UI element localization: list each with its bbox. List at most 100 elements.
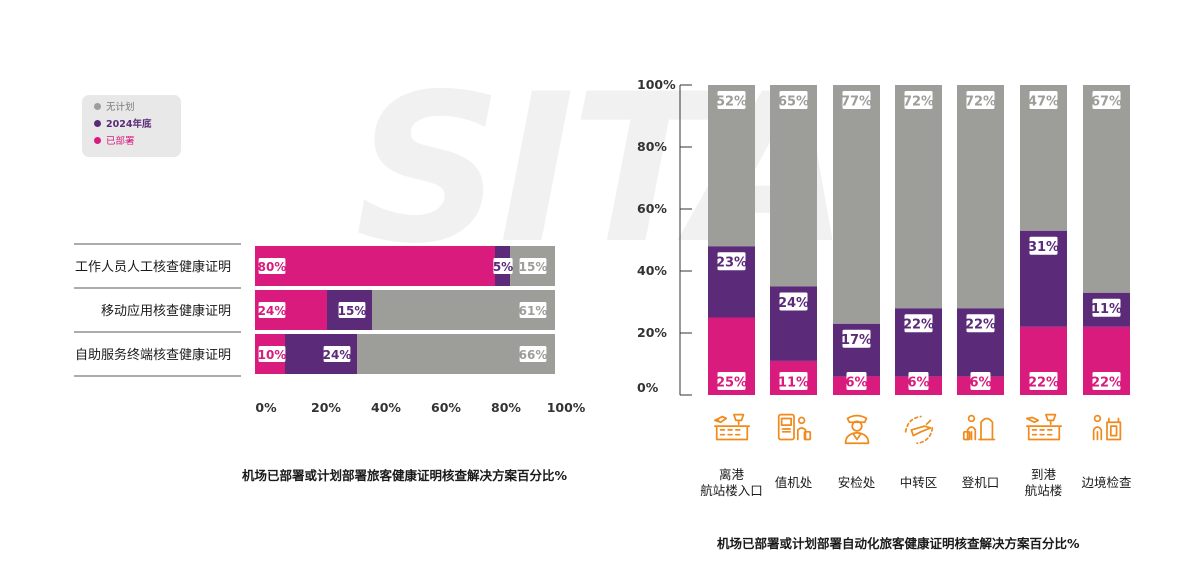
- boarding-gate-icon: [960, 408, 1002, 452]
- right-bar-none: [770, 85, 817, 287]
- left-data-label-none: 15%: [519, 260, 548, 274]
- right-bar-none: [895, 85, 942, 309]
- right-data-label-none-box: [966, 91, 995, 109]
- right-data-label-deployed-box: [908, 372, 929, 390]
- left-data-label-deployed: 80%: [258, 260, 287, 274]
- legend-item-none: 无计划: [94, 99, 135, 113]
- right-data-label-none-box: [842, 91, 871, 109]
- left-data-label-deployed: 24%: [258, 304, 287, 318]
- right-data-label-deployed-box: [779, 372, 808, 390]
- transfer-plane-icon: [898, 408, 940, 452]
- right-chart-caption: 机场已部署或计划部署自动化旅客健康证明核查解决方案百分比%: [717, 536, 1080, 551]
- right-data-label-deployed-box: [1029, 372, 1058, 390]
- left-data-label-planned: 5%: [493, 260, 513, 274]
- right-data-label-none-box: [779, 91, 808, 109]
- right-data-label-deployed: 22%: [1028, 376, 1059, 391]
- sita-watermark: SITA: [355, 51, 849, 289]
- right-data-label-none: 52%: [716, 95, 747, 110]
- right-data-label-none: 77%: [841, 95, 872, 110]
- right-bar-none: [1083, 85, 1130, 293]
- right-category-label: 安检处: [837, 475, 876, 490]
- left-data-label-deployed-box: [258, 258, 286, 274]
- left-x-tick-label: 20%: [311, 400, 341, 415]
- left-bar-deployed: [255, 246, 495, 286]
- legend-dot-planned: [94, 119, 101, 127]
- legend-dot-none: [94, 102, 101, 110]
- right-data-label-deployed: 6%: [845, 376, 867, 391]
- terminal-departure-icon: [711, 408, 753, 452]
- right-data-label-planned-box: [779, 292, 808, 311]
- right-category-label: 中转区: [899, 475, 938, 490]
- right-data-label-none: 47%: [1028, 95, 1059, 110]
- left-data-label-deployed: 10%: [258, 348, 287, 362]
- right-data-label-deployed: 22%: [1091, 376, 1122, 391]
- right-data-label-planned: 24%: [778, 296, 809, 311]
- left-category-label: 工作人员人工核查健康证明: [75, 259, 231, 275]
- right-data-label-none-box: [904, 91, 933, 109]
- right-y-tick-label: 20%: [637, 325, 667, 340]
- right-category-label: 离港 航站楼入口: [700, 467, 763, 498]
- right-data-label-deployed: 25%: [716, 376, 747, 391]
- left-data-label-none-box: [519, 346, 547, 362]
- security-officer-icon: [836, 408, 878, 452]
- left-data-label-deployed-box: [258, 346, 286, 362]
- right-bar-none: [833, 85, 880, 324]
- left-category-label: 移动应用核查健康证明: [101, 303, 231, 319]
- right-y-tick-label: 80%: [637, 139, 667, 154]
- right-data-label-deployed-box: [970, 372, 991, 390]
- right-data-label-none-box: [1029, 91, 1058, 109]
- right-bar-none: [708, 85, 755, 247]
- legend-item-deployed: 已部署: [94, 133, 135, 147]
- left-data-label-planned-box: [493, 258, 513, 274]
- right-data-label-planned: 31%: [1028, 240, 1059, 255]
- right-category-label: 登机口: [961, 475, 1000, 490]
- right-data-label-planned: 22%: [903, 318, 934, 333]
- right-category-label: 边境检查: [1081, 475, 1132, 490]
- terminal-arrival-icon: [1023, 408, 1065, 452]
- right-data-label-none: 72%: [903, 95, 934, 110]
- left-data-label-planned: 15%: [338, 304, 367, 318]
- right-data-label-deployed-box: [1092, 372, 1121, 390]
- right-data-label-deployed-box: [846, 372, 867, 390]
- legend-item-planned: 2024年底: [94, 116, 151, 130]
- left-x-tick-label: 40%: [371, 400, 401, 415]
- legend-label-none: 无计划: [106, 102, 135, 113]
- right-data-label-planned-box: [1092, 298, 1121, 317]
- left-chart-caption: 机场已部署或计划部署旅客健康证明核查解决方案百分比%: [242, 468, 568, 483]
- left-x-tick-label: 60%: [431, 400, 461, 415]
- right-data-label-deployed: 6%: [969, 376, 991, 391]
- left-x-tick-label: 100%: [547, 400, 586, 415]
- left-data-label-none-box: [519, 258, 547, 274]
- right-category-label: 值机处: [774, 475, 813, 490]
- right-data-label-planned-box: [717, 252, 746, 271]
- right-data-label-none-box: [717, 91, 746, 109]
- right-y-tick-label: 60%: [637, 201, 667, 216]
- right-data-label-deployed-box: [717, 372, 746, 390]
- right-data-label-planned: 23%: [716, 256, 747, 271]
- left-data-label-planned: 24%: [323, 348, 352, 362]
- border-control-icon: [1086, 408, 1128, 452]
- left-category-label: 自助服务终端核查健康证明: [75, 347, 231, 363]
- left-data-label-planned-box: [323, 346, 351, 362]
- legend-dot-deployed: [94, 136, 101, 144]
- left-data-label-deployed-box: [258, 302, 286, 318]
- right-data-label-planned-box: [966, 314, 995, 333]
- right-data-label-planned: 22%: [965, 318, 996, 333]
- right-data-label-planned: 11%: [1091, 302, 1122, 317]
- right-data-label-none: 65%: [778, 95, 809, 110]
- legend-label-deployed: 已部署: [106, 136, 135, 147]
- left-data-label-none: 66%: [519, 348, 548, 362]
- right-category-label: 到港 航站楼: [1024, 467, 1063, 498]
- left-data-label-none: 61%: [519, 304, 548, 318]
- left-data-label-none-box: [519, 302, 547, 318]
- left-x-tick-label: 80%: [491, 400, 521, 415]
- right-data-label-deployed: 6%: [907, 376, 929, 391]
- right-data-label-planned-box: [842, 329, 871, 348]
- right-data-label-planned: 17%: [841, 333, 872, 348]
- right-data-label-none: 67%: [1091, 95, 1122, 110]
- right-bar-none: [957, 85, 1004, 309]
- right-y-tick-label: 40%: [637, 263, 667, 278]
- right-bar-none: [1020, 85, 1067, 231]
- legend-label-planned: 2024年底: [106, 119, 152, 130]
